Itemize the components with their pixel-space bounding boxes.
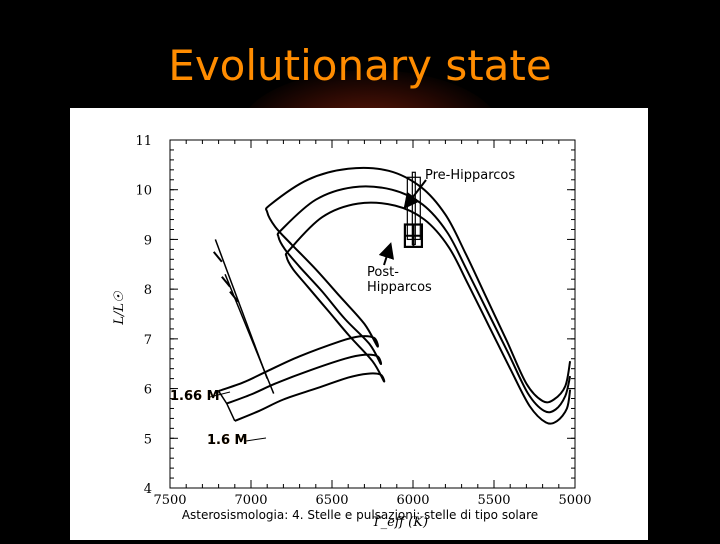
y-axis-label: L/L☉ [112, 290, 127, 326]
y-tick-label: 8 [144, 283, 152, 298]
x-tick-label: 7000 [234, 493, 267, 508]
slide-footer: Asterosismologia: 4. Stelle e pulsazioni… [181, 508, 539, 522]
pre-hipparcos-label: Pre-Hipparcos [425, 168, 516, 183]
x-tick-label: 7500 [153, 493, 186, 508]
post-hipparcos-arrow [378, 242, 395, 266]
x-tick-label: 5000 [558, 493, 591, 508]
y-tick-label: 7 [144, 333, 152, 348]
evolution-track-2 [226, 185, 572, 414]
post-hipparcos-label: Post- Hipparcos [367, 265, 432, 295]
evolution-track-3 [234, 201, 572, 425]
pre-hipparcos-arrow [403, 179, 427, 210]
mass-label-1-6-text: 1.6 M [207, 433, 248, 448]
x-tick-label: 6000 [396, 493, 429, 508]
x-axis-label: T_eff (K) [372, 515, 428, 530]
track-segment-mark [212, 251, 223, 263]
track-segment-mark [221, 276, 231, 288]
post-hipparcos-line1: Post- [367, 265, 399, 280]
x-tick-label: 5500 [477, 493, 510, 508]
mass-1-6-leader [245, 437, 267, 442]
chart-panel: 7500 7000 6500 6000 5500 5000 4 5 6 7 8 9 10 11 L/L☉ … [70, 108, 648, 540]
track-start-line [224, 273, 275, 394]
plot-frame [169, 139, 576, 489]
y-tick-label: 4 [144, 482, 152, 497]
post-hipparcos-line2: Hipparcos [367, 280, 432, 295]
mass-label-1-6: 1.6 M [207, 433, 248, 448]
y-tick-label: 11 [135, 134, 152, 149]
y-tick-label: 10 [135, 184, 152, 199]
y-tick-label: 9 [144, 233, 152, 248]
mass-1-66-leader [209, 391, 231, 398]
track-start-connector [217, 390, 236, 422]
y-tick-label: 6 [144, 383, 152, 398]
mass-label-1-66-text: 1.66 M [170, 389, 220, 404]
y-tick-label: 5 [144, 432, 152, 447]
x-tick-label: 6500 [315, 493, 348, 508]
slide-title: Evolutionary state [168, 41, 552, 90]
mass-label-1-66: 1.66 M [170, 389, 220, 404]
